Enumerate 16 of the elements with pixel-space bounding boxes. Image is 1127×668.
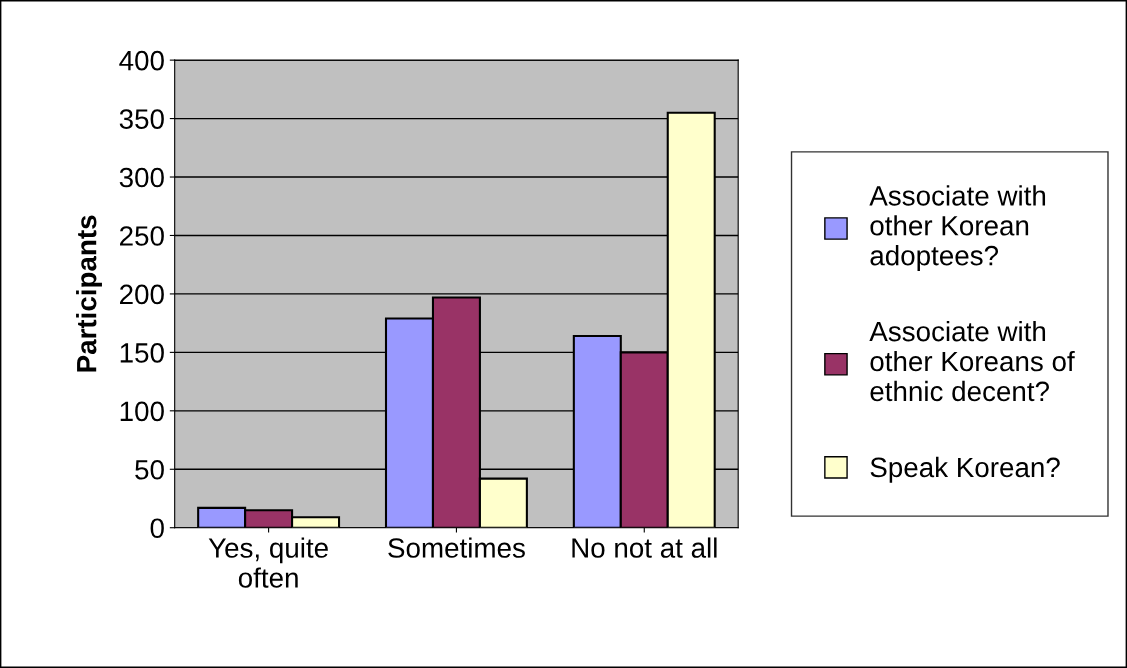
y-axis-title: Participants [76, 215, 102, 372]
legend-label: Speak Korean? [870, 456, 1060, 483]
y-tick-label: 100 [120, 401, 164, 422]
y-tick-label: 50 [135, 459, 164, 480]
y-tick-label: 200 [120, 284, 164, 305]
legend-label: Associate with other Koreans of ethnic decent? [869, 320, 1075, 402]
legend-label: Associate with other Korean adoptees? [869, 185, 1046, 271]
x-tick-label: Sometimes [388, 537, 525, 558]
y-tick-label: 400 [119, 50, 164, 71]
x-tick-label: No not at all [572, 537, 717, 558]
x-tick-label: Yes, quite often [208, 537, 328, 588]
y-tick-label: 250 [120, 226, 164, 246]
y-tick-label: 350 [119, 109, 164, 129]
y-tick-label: 150 [120, 343, 164, 363]
y-tick-label: 300 [119, 167, 164, 188]
y-tick-label: 0 [150, 518, 164, 539]
